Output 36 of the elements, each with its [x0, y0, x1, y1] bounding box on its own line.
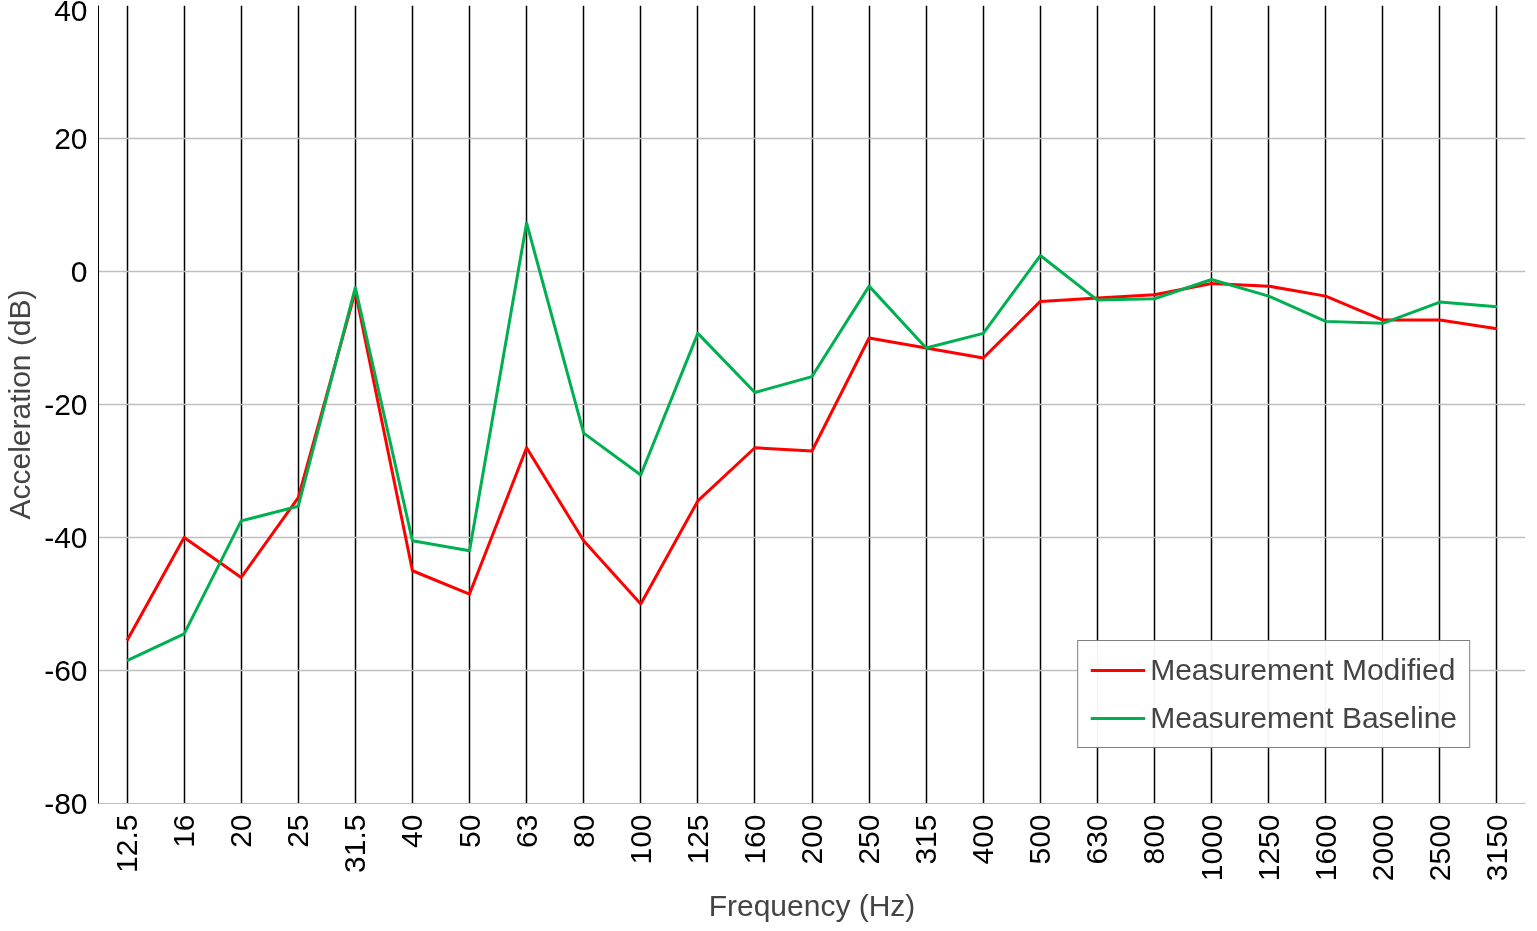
y-tick-label: 40 — [54, 0, 88, 27]
x-tick-label: 400 — [966, 814, 1000, 865]
x-tick-label: 12.5 — [110, 814, 144, 873]
y-tick-label: -60 — [44, 653, 88, 687]
x-tick-label: 160 — [737, 814, 771, 865]
x-tick-label: 1600 — [1308, 814, 1342, 882]
x-tick-label: 2500 — [1422, 814, 1456, 882]
legend-label: Measurement Baseline — [1150, 701, 1457, 735]
legend-label: Measurement Modified — [1150, 653, 1456, 687]
x-tick-label: 200 — [795, 814, 828, 865]
x-tick-label: 20 — [224, 814, 258, 848]
y-tick-label: 0 — [70, 254, 88, 288]
x-tick-label: 800 — [1137, 814, 1171, 865]
y-tick-label: -20 — [44, 387, 88, 421]
x-tick-label: 630 — [1080, 814, 1114, 865]
y-tick-label: -80 — [44, 786, 88, 820]
x-tick-label: 3150 — [1479, 814, 1513, 882]
x-tick-label: 250 — [852, 814, 886, 865]
y-tick-label: -40 — [44, 520, 88, 554]
x-tick-label: 1000 — [1194, 814, 1228, 882]
x-tick-label: 125 — [680, 814, 714, 865]
x-tick-label: 63 — [509, 814, 543, 848]
x-tick-label: 1250 — [1251, 814, 1285, 882]
x-tick-label: 31.5 — [338, 814, 372, 873]
x-tick-label: 80 — [566, 814, 600, 848]
x-tick-label: 50 — [452, 814, 486, 848]
x-tick-label: 2000 — [1365, 814, 1399, 882]
x-tick-label: 40 — [395, 814, 429, 848]
y-tick-label: 20 — [54, 121, 88, 155]
x-axis-title: Frequency (Hz) — [708, 889, 916, 923]
x-tick-label: 25 — [281, 814, 315, 848]
x-tick-label: 315 — [909, 814, 943, 865]
x-tick-label: 100 — [623, 814, 657, 865]
x-tick-label: 500 — [1023, 814, 1057, 865]
y-axis-title: Acceleration (dB) — [3, 289, 37, 520]
x-tick-label: 16 — [167, 814, 201, 848]
